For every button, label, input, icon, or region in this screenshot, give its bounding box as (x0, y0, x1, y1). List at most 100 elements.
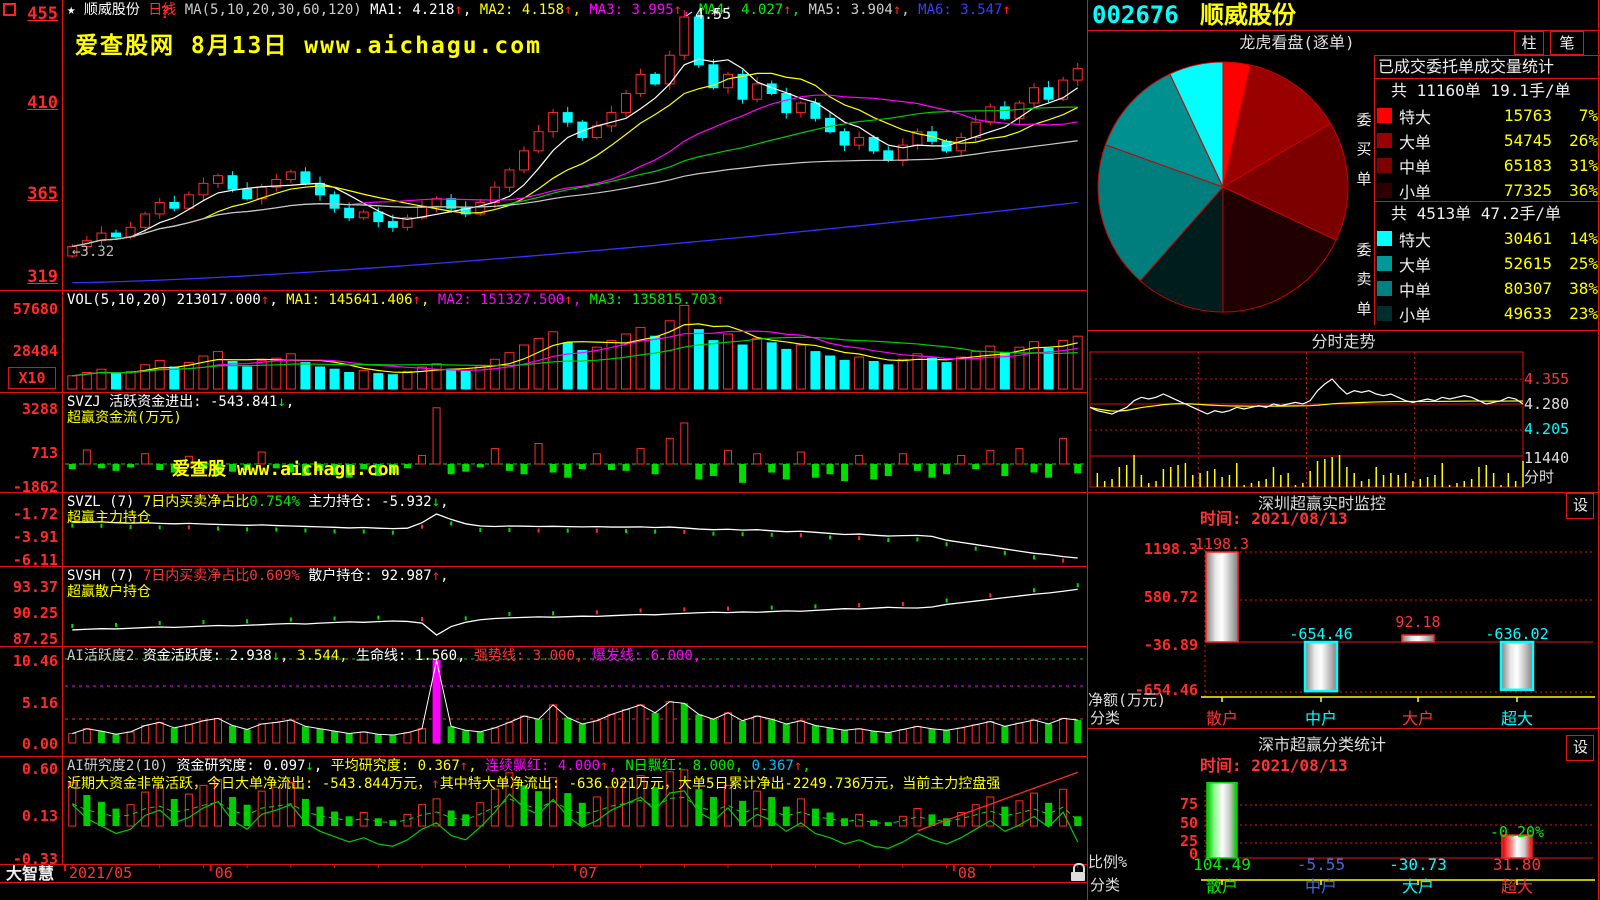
order-stat-row: 小单 49633 23% (1377, 301, 1598, 326)
text-segment: ↑ (412, 292, 422, 308)
bar-value-label: 92.18 (1395, 613, 1441, 631)
text-segment: , (313, 758, 331, 774)
bar-value-label: -5.55 (1296, 855, 1346, 874)
divider (1087, 30, 1600, 31)
bar-category-label: 散户 (1205, 877, 1238, 896)
text-segment: ↑ (673, 2, 683, 18)
divider (1087, 728, 1600, 729)
timeline-month-label: 07 (579, 864, 598, 882)
text-segment: ↑ (1002, 2, 1011, 18)
text-segment: 生命线: 1.560, (356, 648, 474, 664)
divider (0, 290, 1087, 291)
svzj-tick: 3288 (21, 400, 58, 418)
timeline-month-label: 2021/05 (69, 864, 133, 882)
text-segment: ↑ (564, 2, 573, 18)
rt-axis-tick: -36.89 (1143, 636, 1198, 654)
bar-category-label: 超大 (1500, 877, 1533, 896)
divider (1374, 78, 1600, 79)
cls-settings-button[interactable]: 设 (1566, 735, 1594, 761)
divider (0, 392, 1087, 393)
text-segment: ↑ (892, 2, 902, 18)
text-segment: 强势线: 3.000, (473, 648, 592, 664)
order-pie-chart (1097, 61, 1349, 313)
svzj-tick: -1862 (12, 478, 58, 496)
ai1-tick: 10.46 (12, 652, 58, 670)
fenshi-high-label: 4.355 (1524, 370, 1570, 388)
vol-header: VOL(5,10,20) 213017.000↑, MA1: 145641.40… (67, 292, 725, 308)
order-size-label: 特大 (1399, 230, 1432, 250)
rt-settings-button[interactable]: 设 (1566, 493, 1594, 519)
bar-value-label: 1198.3 (1194, 535, 1250, 553)
divider (1087, 330, 1600, 331)
timeline-month-label: 06 (214, 864, 233, 882)
bar-value-label: -30.73 (1389, 855, 1447, 874)
text-segment: , (421, 292, 438, 308)
cls-axis-tick: 0 (1188, 845, 1198, 863)
svzl-tick: -3.91 (12, 528, 58, 546)
text-segment: 近期大资金非常活跃，今日大单净流出: -543.844万元， (67, 776, 432, 792)
text-segment: 其中特大单净流出: -636.021万元，大单5日累计净出-2249.736万元… (439, 776, 1001, 792)
svzj-header: SVZJ 活跃资金进出: -543.841↓, (67, 394, 294, 410)
text-segment: 3.544 (297, 648, 340, 664)
order-stat-row: 中单 65183 31% (1377, 153, 1598, 178)
right-border (1598, 0, 1599, 900)
bar-category-label: 大户 (1401, 709, 1434, 728)
order-volume-pct: 23% (1569, 304, 1598, 323)
bar-value-label: 31.80 (1492, 855, 1542, 874)
bar-category-label: 超大 (1500, 709, 1533, 728)
query-cursor-icon: ? (160, 3, 171, 23)
order-size-label: 小单 (1399, 305, 1432, 325)
rt-unit-label: 净额(万元) (1088, 691, 1167, 709)
order-stat-row: 特大 15763 7% (1377, 103, 1598, 128)
text-segment: , (285, 394, 295, 410)
cls-axis-tick: 75 (1179, 795, 1198, 813)
text-segment: 资金活跃度: 2.938 (142, 648, 272, 664)
text-segment: , (462, 2, 480, 18)
bar-mode-button[interactable]: 柱 (1514, 31, 1544, 55)
bar-category-label: 散户 (1205, 709, 1238, 728)
text-segment: ↓ (271, 648, 281, 664)
bar-category-label: 大户 (1401, 877, 1434, 896)
text-segment: 连续飘红: 4.000 (485, 758, 601, 774)
text-segment: SVZJ 活跃资金进出: -543.841 (67, 394, 278, 410)
svsh-tick: 90.25 (12, 604, 58, 622)
rt-time: 时间: 2021/08/13 (1200, 509, 1348, 528)
left-charts-canvas[interactable] (0, 0, 1087, 882)
sell-side-label: 委卖单 (1356, 241, 1372, 318)
bar-value-label: -636.02 (1485, 625, 1549, 643)
sparkle-marker-icon: * (710, 5, 720, 24)
buy-rows: 特大 15763 7% 大单 54745 26% 中单 65183 31% 小单 77325 36% (1377, 103, 1598, 203)
text-segment: 7日内买卖净占比 (142, 494, 250, 510)
text-segment: SVSH (7) (67, 568, 143, 584)
svsh-tick: 87.25 (12, 630, 58, 648)
text-segment: 日线 (148, 2, 185, 18)
text-segment: MA4: 4.027 (698, 2, 784, 18)
vol-multiplier-badge: X10 (8, 367, 56, 389)
order-volume-pct: 26% (1569, 131, 1598, 150)
order-volume-value: 52615 (1503, 254, 1552, 273)
text-segment: MA1: 4.218 (370, 2, 455, 18)
divider (0, 756, 1087, 757)
text-segment: 0.367 (751, 758, 794, 774)
text-segment: ↑ (431, 776, 440, 792)
text-segment: ↑ (431, 568, 441, 584)
order-size-label: 特大 (1399, 107, 1432, 127)
svsh-tick: 93.37 (12, 578, 58, 596)
fenshi-prevclose-label: 4.280 (1524, 395, 1570, 413)
text-segment: , (802, 758, 811, 774)
rt-axis-tick: 580.72 (1143, 588, 1198, 606)
app-brand: 大智慧 (6, 864, 55, 883)
pen-mode-button[interactable]: 笔 (1550, 31, 1584, 55)
svzj-subtitle: 超赢资金流(万元) (67, 410, 182, 426)
text-segment: ↑ (600, 758, 609, 774)
text-segment: MA5: 3.904 (808, 2, 893, 18)
text-segment: , (572, 2, 590, 18)
cls-axis-tick: 50 (1179, 814, 1198, 832)
order-size-swatch (1377, 281, 1392, 296)
lock-icon[interactable] (1071, 863, 1085, 881)
right-panel-canvas[interactable] (1087, 0, 1600, 900)
text-segment: SVZL (7) (67, 494, 143, 510)
text-segment: , (468, 758, 486, 774)
watermark-top: 爱查股网 8月13日 www.aichagu.com (75, 33, 542, 59)
rt-axis-tick: 1198.3 (1143, 540, 1198, 558)
